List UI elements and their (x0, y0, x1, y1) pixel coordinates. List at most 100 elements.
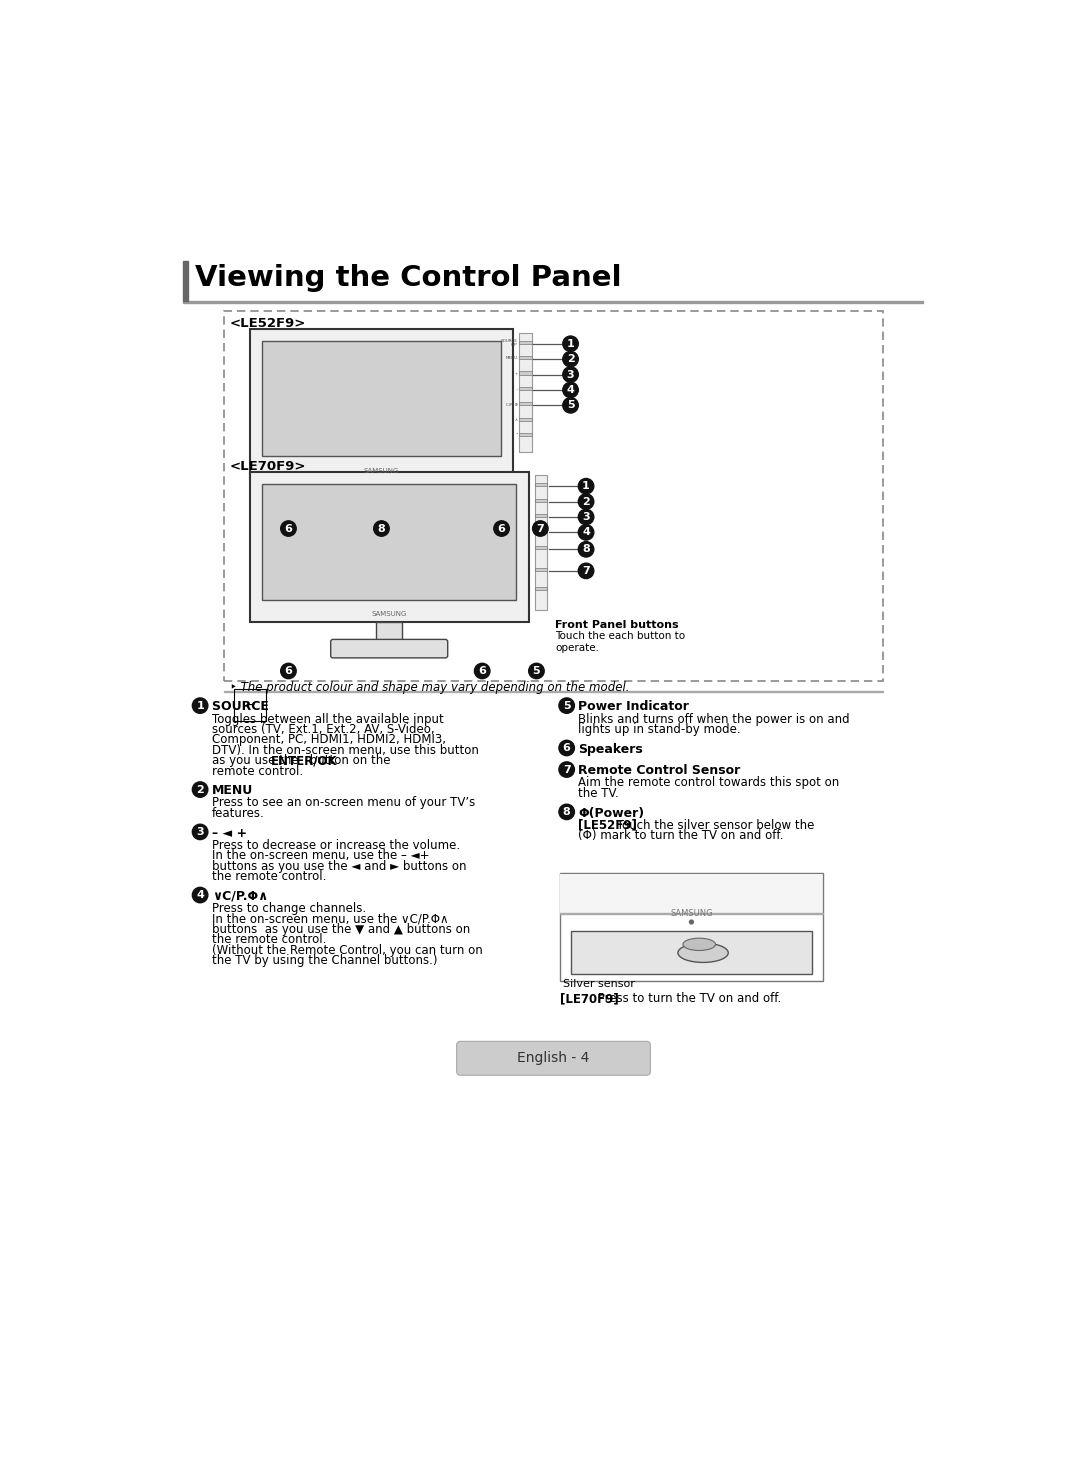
Text: Speakers: Speakers (578, 742, 643, 755)
Text: 6: 6 (284, 665, 293, 676)
Bar (519, 402, 531, 405)
Circle shape (192, 888, 207, 902)
Circle shape (192, 782, 207, 798)
Text: sources (TV, Ext.1, Ext.2, AV, S-Video,: sources (TV, Ext.1, Ext.2, AV, S-Video, (212, 723, 434, 736)
Text: 8: 8 (563, 807, 570, 817)
Text: [LE52F9]: [LE52F9] (578, 818, 637, 832)
Circle shape (192, 824, 207, 839)
Text: <LE52F9>: <LE52F9> (230, 316, 306, 330)
Text: C/P. Φ: C/P. Φ (505, 402, 517, 406)
Bar (535, 483, 548, 486)
Text: 6: 6 (498, 524, 505, 533)
Text: as you use the: as you use the (212, 754, 302, 767)
Bar (225, 312, 882, 682)
Bar (535, 514, 548, 517)
Bar (561, 874, 823, 913)
Text: 7: 7 (537, 524, 544, 533)
Bar (262, 342, 501, 456)
Text: 8: 8 (378, 524, 386, 533)
Circle shape (578, 495, 594, 509)
Text: SAMSUNG: SAMSUNG (372, 611, 407, 617)
Text: 5: 5 (532, 665, 540, 676)
Text: 3: 3 (567, 369, 575, 380)
Bar (183, 302, 923, 303)
Bar (519, 340, 531, 344)
Text: 6: 6 (284, 524, 293, 533)
Text: 1: 1 (582, 481, 590, 492)
Bar (519, 433, 531, 436)
Text: SAMSUNG: SAMSUNG (364, 468, 400, 474)
Text: 7: 7 (582, 565, 590, 576)
Text: remote control.: remote control. (212, 764, 302, 777)
Text: the remote control.: the remote control. (212, 870, 326, 883)
Bar (376, 621, 403, 642)
Bar (535, 546, 548, 549)
Bar (535, 475, 548, 611)
Text: •: • (515, 433, 517, 437)
Bar (571, 932, 811, 973)
Text: features.: features. (212, 807, 265, 820)
Circle shape (281, 664, 296, 679)
Text: –: – (516, 387, 517, 392)
Text: 4: 4 (197, 891, 204, 899)
Bar (519, 418, 531, 421)
Text: the TV by using the Channel buttons.): the TV by using the Channel buttons.) (212, 954, 437, 967)
FancyBboxPatch shape (330, 639, 448, 658)
Ellipse shape (678, 944, 728, 963)
Bar (559, 873, 823, 982)
Text: Power Indicator: Power Indicator (578, 701, 689, 714)
Circle shape (374, 521, 389, 536)
Text: button on the: button on the (307, 754, 391, 767)
Bar (249, 330, 513, 480)
Text: ∨C/P.Φ∧: ∨C/P.Φ∧ (212, 889, 268, 902)
Text: (Without the Remote Control, you can turn on: (Without the Remote Control, you can tur… (212, 944, 483, 957)
Bar (535, 499, 548, 502)
Circle shape (474, 664, 490, 679)
Text: Component, PC, HDMI1, HDMI2, HDMI3,: Component, PC, HDMI1, HDMI2, HDMI3, (212, 733, 446, 746)
Text: 2: 2 (197, 785, 204, 795)
Text: 1: 1 (197, 701, 204, 711)
Text: 6: 6 (563, 743, 570, 754)
Circle shape (494, 521, 510, 536)
Text: Aim the remote control towards this spot on: Aim the remote control towards this spot… (578, 776, 839, 789)
Text: Silver sensor: Silver sensor (563, 979, 635, 989)
Text: buttons as you use the ◄ and ► buttons on: buttons as you use the ◄ and ► buttons o… (212, 860, 467, 873)
Circle shape (578, 524, 594, 540)
Circle shape (578, 564, 594, 578)
Circle shape (563, 352, 578, 367)
Text: SOURCE: SOURCE (212, 701, 273, 714)
Circle shape (578, 542, 594, 556)
Circle shape (529, 664, 544, 679)
Bar (519, 356, 531, 359)
Text: 7: 7 (563, 764, 570, 774)
Text: MENU: MENU (505, 356, 517, 361)
Text: 1: 1 (567, 339, 575, 349)
Bar (249, 471, 529, 621)
Text: [LE70F9]: [LE70F9] (559, 992, 619, 1005)
Circle shape (532, 521, 548, 536)
Circle shape (559, 804, 575, 820)
Text: ↩: ↩ (245, 701, 255, 711)
Bar (535, 568, 548, 571)
Text: SOURCE
C/P: SOURCE C/P (501, 339, 517, 347)
Text: Touch the silver sensor below the: Touch the silver sensor below the (613, 818, 814, 832)
Text: ‣ The product colour and shape may vary depending on the model.: ‣ The product colour and shape may vary … (230, 682, 629, 693)
Text: SAMSUNG: SAMSUNG (670, 910, 713, 919)
Text: ENTER/OK: ENTER/OK (270, 754, 337, 767)
Text: Touch the each button to
operate.: Touch the each button to operate. (555, 631, 685, 652)
Text: <LE70F9>: <LE70F9> (230, 461, 306, 473)
Text: Press to change channels.: Press to change channels. (212, 902, 366, 916)
Text: MENU: MENU (212, 785, 253, 798)
Text: Press to turn the TV on and off.: Press to turn the TV on and off. (594, 992, 782, 1005)
Circle shape (192, 698, 207, 714)
Ellipse shape (683, 938, 715, 951)
Text: 4: 4 (582, 527, 590, 537)
Text: (Φ) mark to turn the TV on and off.: (Φ) mark to turn the TV on and off. (578, 829, 784, 842)
Text: 3: 3 (197, 827, 204, 838)
Text: ∧: ∧ (515, 418, 517, 422)
Text: – ◄ +: – ◄ + (212, 826, 247, 839)
Bar (519, 333, 531, 452)
Text: Toggles between all the available input: Toggles between all the available input (212, 712, 444, 726)
Bar (183, 262, 189, 302)
Text: 5: 5 (567, 400, 575, 411)
